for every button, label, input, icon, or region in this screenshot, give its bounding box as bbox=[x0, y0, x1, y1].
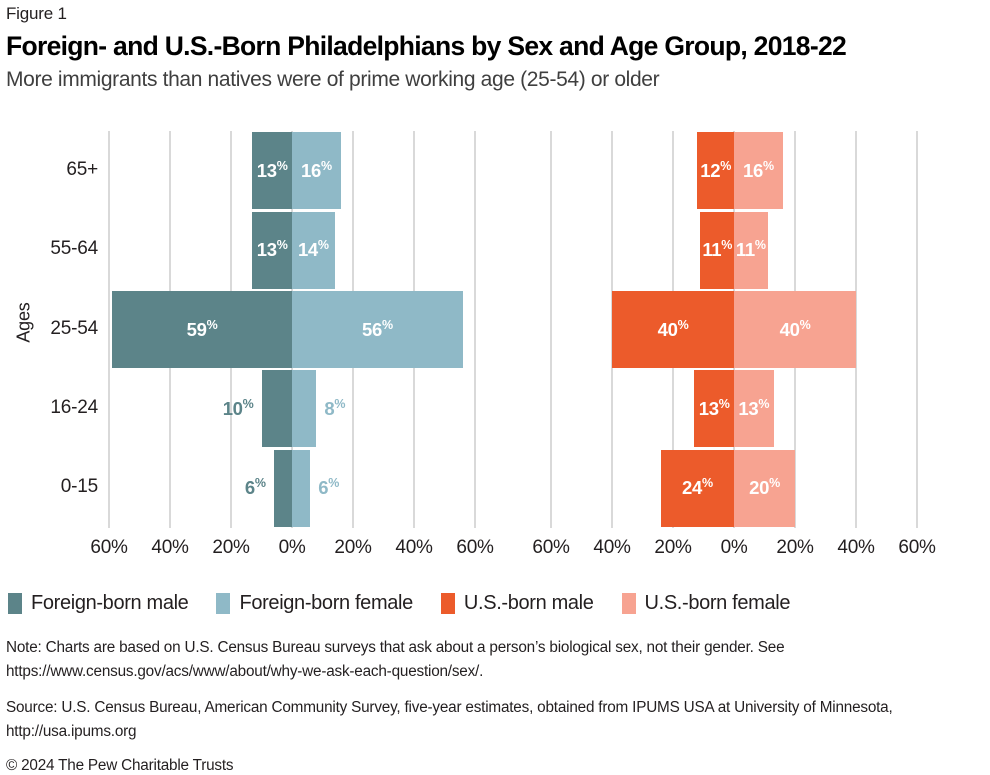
legend-label: Foreign-born female bbox=[239, 591, 413, 614]
y-tick-label: 16-24 bbox=[50, 396, 98, 418]
legend-swatch-icon bbox=[440, 592, 455, 614]
y-tick-label: 25-54 bbox=[50, 317, 98, 339]
legend-label: Foreign-born male bbox=[31, 591, 189, 614]
bar[interactable] bbox=[292, 211, 335, 289]
gridline bbox=[733, 131, 735, 528]
bar-value-label: 59% bbox=[186, 317, 218, 340]
x-tick-label: 0% bbox=[278, 537, 306, 558]
chart-subtitle: More immigrants than natives were of pri… bbox=[6, 68, 660, 91]
bar[interactable] bbox=[292, 449, 311, 527]
legend-label: U.S.-born male bbox=[463, 591, 594, 614]
bar[interactable] bbox=[734, 449, 795, 527]
chart-legend: Foreign-born male Foreign-born female U.S.… bbox=[8, 589, 818, 617]
legend-item[interactable]: Foreign-born female bbox=[216, 591, 413, 615]
x-tick-label: 60% bbox=[90, 537, 128, 558]
bar-value-label: 20% bbox=[749, 476, 780, 499]
gridline bbox=[108, 131, 110, 528]
gridline bbox=[550, 131, 552, 528]
x-tick-label: 0% bbox=[720, 537, 748, 558]
gridline bbox=[855, 131, 857, 528]
x-tick-label: 60% bbox=[532, 537, 570, 558]
bar-value-label: 6% bbox=[318, 476, 340, 499]
bar-value-label: 8% bbox=[324, 396, 346, 420]
bar[interactable] bbox=[697, 132, 734, 210]
bar-value-label: 56% bbox=[361, 317, 393, 340]
panel-us-born: 24% 13% 40% 11% 12% 20% 13% 40% 11% 16% bbox=[550, 131, 918, 528]
bar-value-label: 24% bbox=[681, 476, 713, 499]
legend-swatch-icon bbox=[216, 592, 231, 614]
gridline bbox=[474, 131, 476, 528]
bar[interactable] bbox=[734, 132, 783, 210]
x-tick-label: 60% bbox=[456, 537, 494, 558]
bar-value-label: 13% bbox=[698, 396, 730, 420]
gridline bbox=[352, 131, 354, 528]
legend-label: U.S.-born female bbox=[644, 591, 791, 614]
bar-value-label: 11% bbox=[735, 238, 766, 261]
bar-value-label: 13% bbox=[738, 396, 770, 420]
bar[interactable] bbox=[261, 370, 292, 448]
legend-item[interactable]: U.S.-born female bbox=[621, 591, 791, 615]
bar-value-label: 14% bbox=[297, 238, 329, 261]
x-tick-label: 20% bbox=[654, 537, 692, 558]
bar-value-label: 13% bbox=[256, 238, 288, 261]
bar-value-label: 10% bbox=[222, 396, 254, 420]
gridline bbox=[413, 131, 415, 528]
bar[interactable] bbox=[273, 449, 292, 527]
bar-value-label: 6% bbox=[244, 476, 266, 499]
bar[interactable] bbox=[252, 211, 292, 289]
gridline bbox=[672, 131, 674, 528]
bar-value-label: 16% bbox=[742, 158, 774, 181]
x-tick-label: 20% bbox=[334, 537, 372, 558]
bar[interactable] bbox=[734, 291, 856, 368]
chart-footnotes: Note: Charts are based on U.S. Census Bu… bbox=[6, 636, 921, 775]
bar[interactable] bbox=[734, 211, 768, 289]
note-text: Note: Charts are based on U.S. Census Bu… bbox=[6, 639, 785, 680]
x-tick-label: 20% bbox=[212, 537, 250, 558]
gridline bbox=[916, 131, 918, 528]
y-tick-label: 65+ bbox=[66, 158, 98, 180]
y-tick-label: 0-15 bbox=[60, 476, 98, 498]
page-title: Foreign- and U.S.-Born Philadelphians by… bbox=[6, 31, 847, 61]
gridline bbox=[230, 131, 232, 528]
x-tick-label: 40% bbox=[395, 537, 433, 558]
bar-value-label: 13% bbox=[256, 158, 288, 181]
bar[interactable] bbox=[292, 370, 317, 448]
legend-swatch-icon bbox=[8, 592, 22, 614]
bar-value-label: 12% bbox=[700, 158, 732, 181]
bar-value-label: 40% bbox=[657, 317, 689, 340]
bar[interactable] bbox=[660, 449, 734, 527]
figure-label: Figure 1 bbox=[6, 4, 67, 23]
bar[interactable] bbox=[252, 132, 292, 210]
y-tick-label: 55-64 bbox=[50, 238, 98, 260]
legend-item[interactable]: U.S.-born male bbox=[440, 591, 594, 615]
bar-value-label: 11% bbox=[702, 238, 733, 261]
bar[interactable] bbox=[734, 370, 774, 448]
panel-foreign-born: 6% 10% 59% 13% 13% 6% 8% 56% 14% 16% bbox=[108, 131, 476, 528]
bar[interactable] bbox=[112, 291, 292, 368]
bar-value-label: 16% bbox=[300, 158, 332, 181]
x-tick-label: 20% bbox=[776, 537, 814, 558]
gridline bbox=[291, 131, 293, 528]
y-axis-title: Ages bbox=[13, 302, 34, 343]
source-text: Source: U.S. Census Bureau, American Com… bbox=[6, 699, 893, 741]
bar[interactable] bbox=[292, 132, 341, 210]
x-tick-label: 40% bbox=[837, 537, 875, 558]
x-tick-label: 60% bbox=[898, 537, 936, 558]
x-tick-label: 40% bbox=[151, 537, 189, 558]
gridline bbox=[794, 131, 796, 528]
copyright-text: © 2024 The Pew Charitable Trusts bbox=[6, 756, 234, 774]
x-tick-label: 40% bbox=[593, 537, 631, 558]
legend-item[interactable]: Foreign-born male bbox=[8, 591, 189, 615]
chart-header: Figure 1 Foreign- and U.S.-Born Philadel… bbox=[6, 0, 984, 92]
legend-swatch-icon bbox=[621, 592, 636, 614]
gridline bbox=[611, 131, 613, 528]
bar[interactable] bbox=[700, 211, 734, 289]
bar[interactable] bbox=[292, 291, 463, 368]
bar[interactable] bbox=[612, 291, 734, 368]
bar-value-label: 40% bbox=[779, 317, 811, 340]
bar[interactable] bbox=[694, 370, 734, 448]
gridline bbox=[169, 131, 171, 528]
